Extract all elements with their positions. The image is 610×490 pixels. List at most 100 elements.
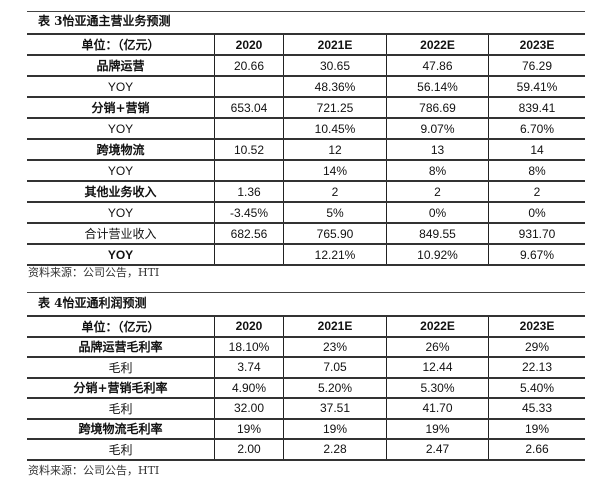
- table4-profit-forecast: 单位：（亿元） 2020 2021E 2022E 2023E 品牌运营毛利率 18.10% 2…: [27, 315, 585, 461]
- row-label: 品牌运营: [27, 54, 215, 76]
- table-row: YOY 10.45% 9.07% 6.70%: [27, 117, 585, 139]
- cell: 47.86: [386, 54, 489, 76]
- row-label: 分销+营销: [27, 96, 215, 118]
- cell: 10.52: [214, 138, 284, 160]
- cell: 2: [283, 180, 387, 202]
- cell: 20.66: [214, 54, 284, 76]
- cell: 2: [488, 180, 585, 202]
- row-label: 毛利: [27, 438, 215, 461]
- cell: 2.47: [386, 438, 489, 461]
- cell: [214, 75, 284, 97]
- cell: 76.29: [488, 54, 585, 76]
- header-cell: 单位：（亿元）: [27, 315, 215, 337]
- cell: 19%: [214, 417, 284, 439]
- cell: 9.67%: [488, 243, 585, 266]
- cell: 41.70: [386, 397, 489, 419]
- header-cell: 2022E: [386, 315, 489, 337]
- table-row: 品牌运营毛利率 18.10% 23% 26% 29%: [27, 335, 585, 357]
- cell: 14%: [283, 159, 387, 181]
- cell: 5%: [283, 201, 387, 223]
- cell: 682.56: [214, 222, 284, 244]
- cell: 931.70: [488, 222, 585, 244]
- cell: [214, 159, 284, 181]
- row-label: 跨境物流毛利率: [27, 417, 215, 439]
- header-cell: 2020: [214, 33, 284, 55]
- cell: 10.45%: [283, 117, 387, 139]
- cell: 30.65: [283, 54, 387, 76]
- cell: 2.66: [488, 438, 585, 461]
- cell: 29%: [488, 335, 585, 357]
- cell: 56.14%: [386, 75, 489, 97]
- cell: 26%: [386, 335, 489, 357]
- cell: 2: [386, 180, 489, 202]
- cell: -3.45%: [214, 201, 284, 223]
- divider: [27, 11, 585, 12]
- header-row: 单位：（亿元） 2020 2021E 2022E 2023E: [27, 315, 585, 337]
- cell: 849.55: [386, 222, 489, 244]
- cell: 12.44: [386, 356, 489, 378]
- cell: 13: [386, 138, 489, 160]
- table-row: 品牌运营 20.66 30.65 47.86 76.29: [27, 54, 585, 76]
- cell: 19%: [488, 417, 585, 439]
- row-label: 其他业务收入: [27, 180, 215, 202]
- cell: 5.20%: [283, 376, 387, 398]
- header-cell: 2022E: [386, 33, 489, 55]
- cell: [214, 117, 284, 139]
- header-cell: 单位：（亿元）: [27, 33, 215, 55]
- table4-title: 表 4怡亚通利润预测: [38, 296, 147, 310]
- cell: 653.04: [214, 96, 284, 118]
- header-row: 单位：（亿元） 2020 2021E 2022E 2023E: [27, 33, 585, 55]
- cell: 6.70%: [488, 117, 585, 139]
- table3-source: 资料来源：公司公告，HTI: [28, 266, 160, 279]
- table-row: 其他业务收入 1.36 2 2 2: [27, 180, 585, 202]
- cell: 37.51: [283, 397, 387, 419]
- cell: 0%: [488, 201, 585, 223]
- table-row: 毛利 2.00 2.28 2.47 2.66: [27, 438, 585, 461]
- cell: 8%: [386, 159, 489, 181]
- row-label: YOY: [27, 75, 215, 97]
- cell: 839.41: [488, 96, 585, 118]
- cell: 3.74: [214, 356, 284, 378]
- cell: 14: [488, 138, 585, 160]
- header-cell: 2021E: [283, 33, 387, 55]
- cell: 721.25: [283, 96, 387, 118]
- table-row: YOY 48.36% 56.14% 59.41%: [27, 75, 585, 97]
- cell: 786.69: [386, 96, 489, 118]
- header-cell: 2023E: [488, 33, 585, 55]
- table-row: 毛利 3.74 7.05 12.44 22.13: [27, 356, 585, 378]
- cell: 765.90: [283, 222, 387, 244]
- row-label: 合计营业收入: [27, 222, 215, 244]
- cell: 12.21%: [283, 243, 387, 266]
- table-row: 跨境物流毛利率 19% 19% 19% 19%: [27, 417, 585, 439]
- table-row: 跨境物流 10.52 12 13 14: [27, 138, 585, 160]
- row-label: 毛利: [27, 356, 215, 378]
- cell: 2.28: [283, 438, 387, 461]
- header-cell: 2023E: [488, 315, 585, 337]
- cell: 7.05: [283, 356, 387, 378]
- row-label: 品牌运营毛利率: [27, 335, 215, 357]
- cell: 9.07%: [386, 117, 489, 139]
- cell: 4.90%: [214, 376, 284, 398]
- table-row: YOY -3.45% 5% 0% 0%: [27, 201, 585, 223]
- table3-title: 表 3怡亚通主营业务预测: [38, 14, 171, 28]
- cell: 59.41%: [488, 75, 585, 97]
- header-cell: 2020: [214, 315, 284, 337]
- row-label: YOY: [27, 201, 215, 223]
- cell: 32.00: [214, 397, 284, 419]
- cell: 8%: [488, 159, 585, 181]
- table-row: 分销+营销毛利率 4.90% 5.20% 5.30% 5.40%: [27, 376, 585, 398]
- row-label: 跨境物流: [27, 138, 215, 160]
- cell: 48.36%: [283, 75, 387, 97]
- cell: 19%: [386, 417, 489, 439]
- cell: 19%: [283, 417, 387, 439]
- row-label: 毛利: [27, 397, 215, 419]
- table4-source: 资料来源：公司公告，HTI: [28, 464, 160, 477]
- cell: 10.92%: [386, 243, 489, 266]
- cell: [214, 243, 284, 266]
- table-row: 毛利 32.00 37.51 41.70 45.33: [27, 397, 585, 419]
- cell: 12: [283, 138, 387, 160]
- cell: 23%: [283, 335, 387, 357]
- table-row: 分销+营销 653.04 721.25 786.69 839.41: [27, 96, 585, 118]
- table3-revenue-forecast: 单位：（亿元） 2020 2021E 2022E 2023E 品牌运营 20.66 30.65…: [27, 33, 585, 266]
- cell: 0%: [386, 201, 489, 223]
